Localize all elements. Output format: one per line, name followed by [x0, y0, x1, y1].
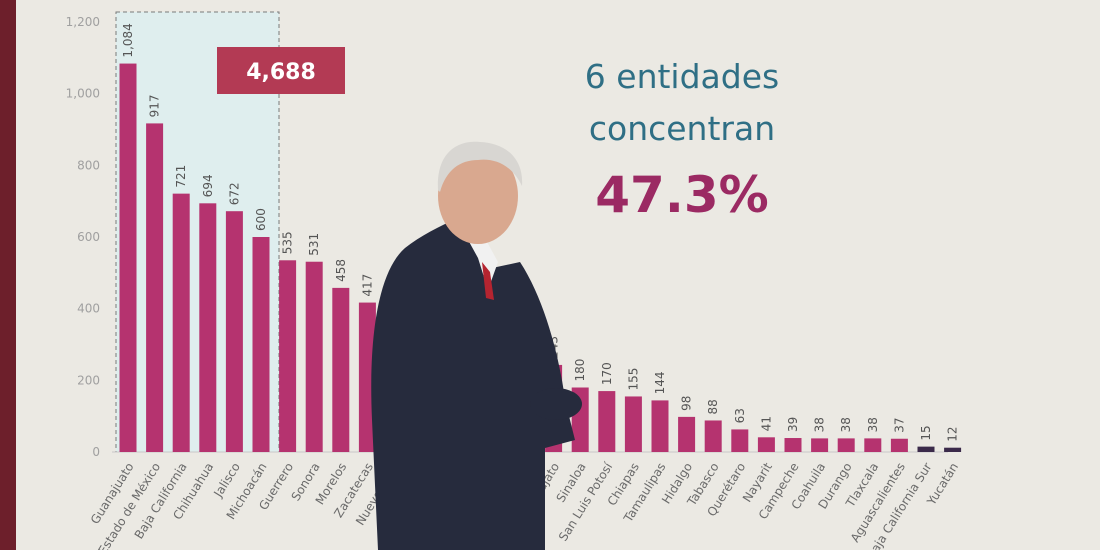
bar — [864, 438, 882, 452]
bar — [119, 63, 137, 453]
total-label: 4,688 — [246, 60, 316, 85]
speaker-tie — [482, 262, 494, 300]
bar-value-label: 600 — [254, 208, 268, 231]
bar — [358, 302, 376, 452]
y-tick-label: 800 — [77, 158, 100, 172]
bar — [172, 193, 190, 452]
bar-value-label: 458 — [334, 259, 348, 282]
bar-value-label: 15 — [919, 425, 933, 440]
value-labels-group: 1,08491772169467260053553145841724318017… — [121, 23, 960, 441]
bar-value-label: 417 — [360, 274, 374, 297]
bar-value-label: 170 — [600, 362, 614, 385]
bar-value-label: 694 — [201, 174, 215, 197]
bar-value-label: 38 — [839, 417, 853, 432]
headline-line2: concentran — [589, 109, 775, 148]
y-tick-label: 400 — [77, 302, 100, 316]
bar-value-label: 38 — [866, 417, 880, 432]
bar-value-label: 63 — [733, 408, 747, 423]
bar — [624, 396, 642, 452]
bar — [305, 261, 323, 452]
speaker-face — [438, 148, 518, 244]
bar-value-label: 917 — [148, 95, 162, 118]
speaker-hair — [437, 141, 523, 192]
bar-value-label: 180 — [573, 359, 587, 382]
total-label-box — [217, 47, 345, 94]
bar — [704, 420, 722, 452]
bar — [146, 123, 164, 453]
bar — [678, 416, 696, 452]
y-tick-label: 1,000 — [66, 87, 100, 101]
bar — [225, 211, 243, 452]
bar-value-label: 155 — [626, 368, 640, 391]
y-tick-label: 600 — [77, 230, 100, 244]
speaker-suit — [371, 218, 575, 550]
bar — [757, 437, 775, 452]
bar — [890, 438, 908, 452]
bar — [651, 400, 669, 452]
bar — [199, 203, 217, 452]
bar-value-label: 12 — [946, 426, 960, 441]
bar-value-label: 39 — [786, 417, 800, 432]
bar — [252, 237, 270, 452]
bar — [598, 391, 616, 452]
bar-value-label: 1,084 — [121, 23, 135, 57]
bar-value-label: 672 — [227, 182, 241, 205]
y-tick-label: 1,200 — [66, 15, 100, 29]
y-axis: 0 200 400 600 800 1,000 1,200 — [66, 15, 100, 459]
bar-value-label: 37 — [892, 417, 906, 432]
bar — [837, 438, 855, 452]
bar-value-label: 98 — [680, 396, 694, 411]
bar — [279, 260, 297, 452]
speaker-hand-area — [530, 388, 582, 420]
bar — [917, 446, 935, 452]
bar — [731, 429, 749, 452]
bar-value-label: 721 — [174, 165, 188, 188]
speaker-figure — [371, 141, 582, 550]
left-edge-strip — [0, 0, 16, 550]
bar-value-label: 531 — [307, 233, 321, 256]
bar — [784, 438, 802, 452]
bar-value-label: 88 — [706, 399, 720, 414]
bar-value-label: 41 — [759, 416, 773, 431]
y-tick-label: 200 — [77, 373, 100, 387]
bar-value-label: 144 — [653, 371, 667, 394]
y-tick-label: 0 — [92, 445, 100, 459]
headline-percent: 47.3% — [595, 166, 768, 224]
bar-value-label: 535 — [281, 231, 295, 254]
headline-line1: 6 entidades — [585, 57, 779, 96]
bar — [332, 287, 350, 452]
bar — [811, 438, 829, 452]
bar — [944, 447, 962, 452]
bar-value-label: 38 — [813, 417, 827, 432]
